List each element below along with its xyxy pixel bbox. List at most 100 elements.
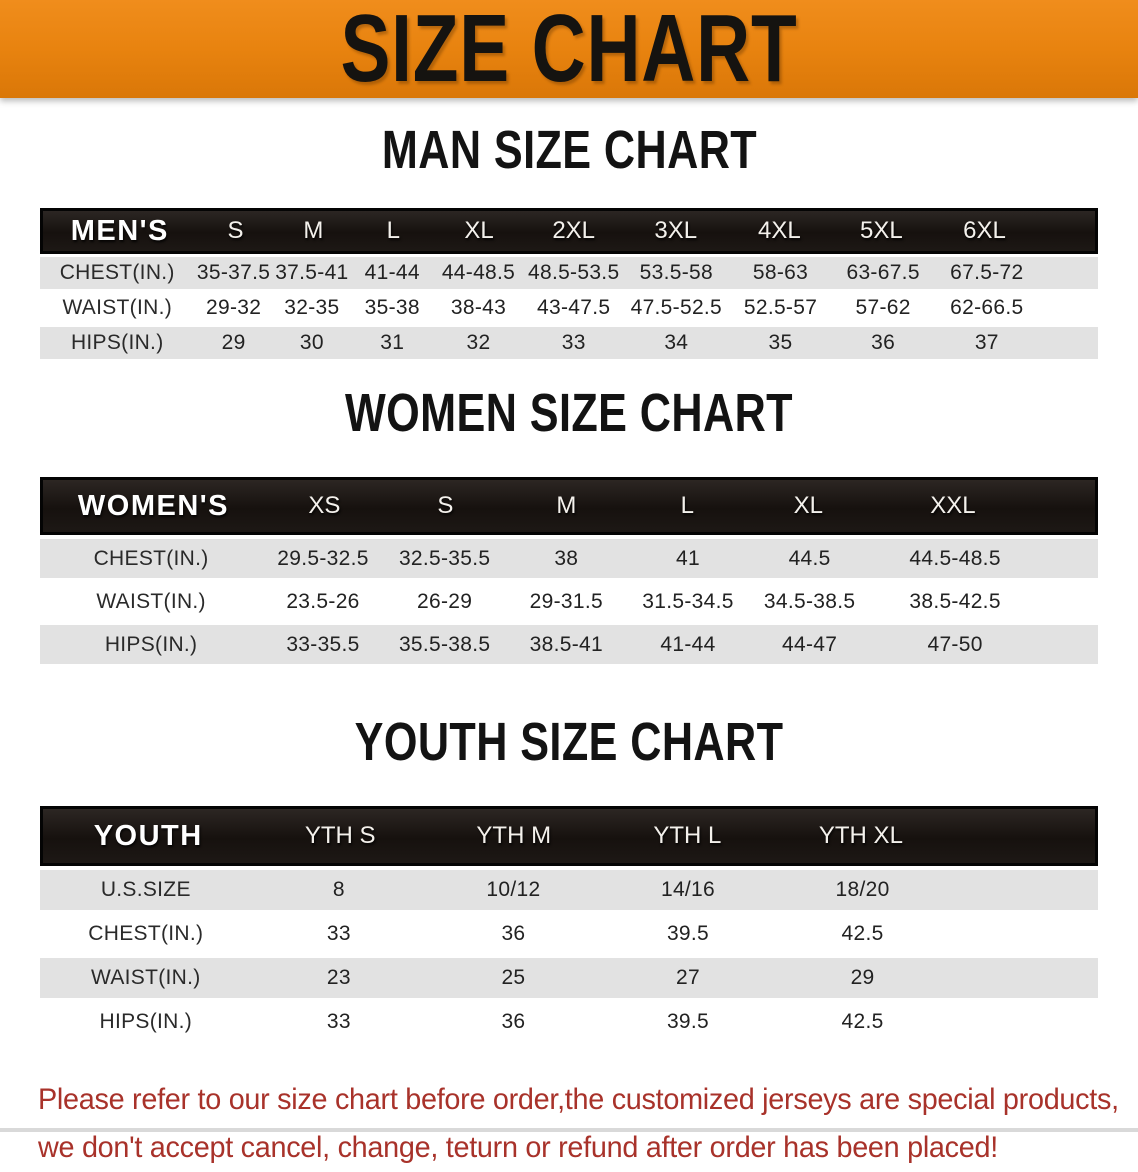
table-cell: 38-43 <box>450 296 507 319</box>
table-cell: 29-31.5 <box>529 589 603 613</box>
women-section-heading-wrap: WOMEN SIZE CHART <box>0 383 1138 451</box>
table-cell: 30 <box>299 331 324 354</box>
table-cell: 44.5-48.5 <box>909 546 1001 570</box>
column-header: 5XL <box>860 217 903 244</box>
table-cell: 36 <box>501 922 526 945</box>
column-header: YTH L <box>653 822 722 849</box>
table-row: HIPS(IN.) 33-35.5 35.5-38.5 38.5-41 41-44 44-… <box>40 625 1098 664</box>
table-cell: 39.5 <box>666 1010 710 1033</box>
youth-table-body: U.S.SIZE 8 10/12 14/16 18/20 CHEST(IN.) 33 36 39… <box>40 870 1098 1042</box>
row-label: WAIST(IN.) <box>91 966 201 989</box>
table-cell: 48.5-53.5 <box>527 261 620 284</box>
table-cell: 41-44 <box>364 261 420 284</box>
table-cell: 57-62 <box>855 296 911 319</box>
women-table-body: CHEST(IN.) 29.5-32.5 32.5-35.5 38 41 44.5 44.5… <box>40 539 1098 664</box>
table-row: WAIST(IN.) 29-32 32-35 35-38 38-43 43-47.5 47.… <box>40 292 1098 324</box>
row-label: HIPS(IN.) <box>104 632 198 656</box>
table-row: CHEST(IN.) 33 36 39.5 42.5 <box>40 914 1098 954</box>
table-cell: 33 <box>561 331 586 354</box>
table-row: U.S.SIZE 8 10/12 14/16 18/20 <box>40 870 1098 910</box>
table-cell: 10/12 <box>486 878 541 901</box>
column-header: S <box>227 217 244 244</box>
row-label: CHEST(IN.) <box>59 261 175 284</box>
column-header: XXL <box>930 492 976 519</box>
table-cell: 31.5-34.5 <box>642 589 734 613</box>
column-header: XL <box>464 217 494 244</box>
table-cell: 37 <box>974 331 999 354</box>
table-cell: 38.5-42.5 <box>909 589 1001 613</box>
men-size-table: MEN'S S M L XL 2XL 3XL 4XL 5XL 6XL CHEST(IN.) 35-3… <box>40 208 1098 359</box>
column-header: YTH XL <box>818 822 903 849</box>
youth-section-heading-wrap: YOUTH SIZE CHART <box>0 715 1138 780</box>
table-cell: 34.5-38.5 <box>763 589 856 613</box>
row-label: WAIST(IN.) <box>62 296 172 319</box>
table-row: WAIST(IN.) 23 25 27 29 <box>40 958 1098 998</box>
table-cell: 58-63 <box>752 261 809 284</box>
table-cell: 35.5-38.5 <box>398 632 491 656</box>
column-header: 3XL <box>654 217 698 244</box>
table-cell: 39.5 <box>666 922 710 945</box>
table-cell: 32.5-35.5 <box>398 546 491 570</box>
table-cell: 36 <box>501 1010 526 1033</box>
table-cell: 35-38 <box>364 296 420 319</box>
table-cell: 37.5-41 <box>275 261 349 284</box>
table-cell: 41-44 <box>660 632 716 656</box>
table-row: HIPS(IN.) 29 30 31 32 33 34 35 36 37 <box>40 327 1098 359</box>
table-cell: 44.5 <box>788 546 831 570</box>
table-row: CHEST(IN.) 35-37.5 37.5-41 41-44 44-48.5 48.5… <box>40 257 1098 289</box>
table-header-label: WOMEN'S <box>77 489 230 522</box>
table-row: WAIST(IN.) 23.5-26 26-29 29-31.5 31.5-34.5 34… <box>40 582 1098 621</box>
table-cell: 34 <box>664 331 689 354</box>
table-cell: 42.5 <box>841 1010 884 1033</box>
table-cell: 29.5-32.5 <box>277 546 369 570</box>
men-section-heading: MAN SIZE CHART <box>381 120 757 180</box>
disclaimer-line-1: Please refer to our size chart before or… <box>38 1083 1119 1116</box>
table-cell: 44-47 <box>782 632 838 656</box>
men-table-header-band: MEN'S S M L XL 2XL 3XL 4XL 5XL 6XL <box>40 208 1098 254</box>
column-header: 2XL <box>552 217 596 244</box>
row-label: WAIST(IN.) <box>96 589 206 613</box>
table-cell: 32-35 <box>284 296 340 319</box>
men-section-heading-wrap: MAN SIZE CHART <box>0 120 1138 188</box>
table-cell: 44-48.5 <box>441 261 516 284</box>
column-header: YTH S <box>304 822 376 849</box>
row-label: HIPS(IN.) <box>70 331 164 354</box>
column-header: M <box>556 492 577 519</box>
column-header: M <box>303 217 324 244</box>
table-cell: 52.5-57 <box>743 296 818 319</box>
table-row: HIPS(IN.) 33 36 39.5 42.5 <box>40 1002 1098 1042</box>
table-cell: 35 <box>768 331 793 354</box>
table-cell: 33 <box>326 1010 351 1033</box>
table-cell: 62-66.5 <box>950 296 1024 319</box>
banner-title: SIZE CHART <box>340 0 798 102</box>
table-cell: 18/20 <box>835 878 890 901</box>
table-cell: 29 <box>221 331 246 354</box>
column-header: 6XL <box>963 217 1006 244</box>
table-header-label: MEN'S <box>70 214 169 247</box>
table-cell: 38 <box>554 546 579 570</box>
table-cell: 25 <box>501 966 526 989</box>
table-cell: 27 <box>676 966 700 989</box>
table-cell: 29 <box>850 966 875 989</box>
bottom-edge-strip <box>0 1128 1138 1132</box>
table-cell: 53.5-58 <box>639 261 713 284</box>
women-section-heading: WOMEN SIZE CHART <box>344 383 793 443</box>
table-cell: 32 <box>466 331 491 354</box>
table-cell: 33 <box>326 922 351 945</box>
row-label: CHEST(IN.) <box>88 922 204 945</box>
women-size-table: WOMEN'S XS S M L XL XXL CHEST(IN.) 29.5-32.5 32.… <box>40 477 1098 664</box>
table-cell: 42.5 <box>841 922 884 945</box>
column-header: L <box>386 217 400 244</box>
table-cell: 36 <box>871 331 896 354</box>
table-cell: 47-50 <box>927 632 983 656</box>
table-cell: 26-29 <box>417 589 473 613</box>
column-header: L <box>680 492 694 519</box>
youth-table-header-band: YOUTH YTH S YTH M YTH L YTH XL <box>40 806 1098 866</box>
table-cell: 29-32 <box>205 296 262 319</box>
row-label: CHEST(IN.) <box>93 546 209 570</box>
men-table-body: CHEST(IN.) 35-37.5 37.5-41 41-44 44-48.5 48.5… <box>40 257 1098 359</box>
table-cell: 41 <box>675 546 700 570</box>
table-cell: 35-37.5 <box>196 261 271 284</box>
youth-size-table: YOUTH YTH S YTH M YTH L YTH XL U.S.SIZE 8 10/1… <box>40 806 1098 1042</box>
table-row: CHEST(IN.) 29.5-32.5 32.5-35.5 38 41 44.5 44.5… <box>40 539 1098 578</box>
